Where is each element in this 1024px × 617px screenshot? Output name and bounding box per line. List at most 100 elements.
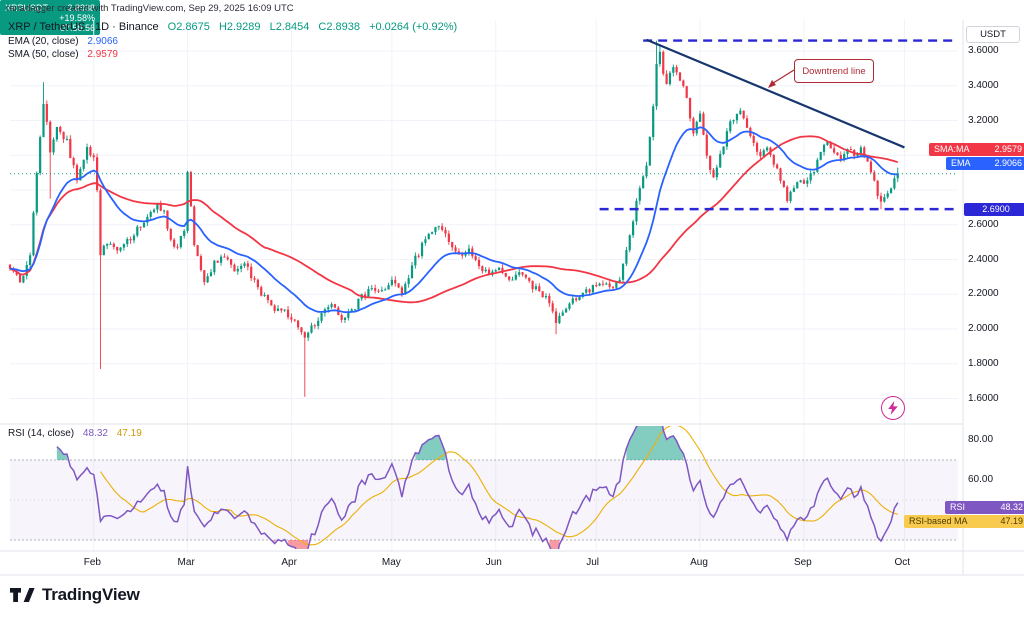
ohlc-open: O2.8675	[167, 21, 210, 33]
time-axis[interactable]: Feb Mar Apr May Jun Jul Aug Sep Oct	[0, 551, 1024, 575]
candle	[487, 269, 491, 275]
candle	[632, 221, 635, 236]
candle	[816, 159, 819, 172]
callout-arrowhead	[768, 80, 776, 88]
candle	[176, 246, 179, 248]
candle	[866, 157, 869, 162]
candle	[585, 289, 588, 293]
downtrend-line[interactable]	[646, 38, 905, 149]
price-scale[interactable]: 3.6000 3.4000 3.2000 2.6000 2.4000 2.2000 2.00…	[963, 20, 1024, 551]
candle	[139, 226, 142, 228]
candle	[99, 190, 102, 256]
candle	[826, 142, 829, 145]
candle	[454, 247, 457, 252]
candle	[477, 259, 481, 267]
candle	[397, 283, 400, 288]
candle	[822, 144, 826, 152]
ohlc-close: C2.8938	[318, 21, 361, 33]
candle	[213, 260, 216, 273]
candle	[715, 167, 718, 178]
price-tick-label: 2.0000	[968, 323, 999, 334]
candle	[219, 256, 223, 263]
flash-button[interactable]	[881, 396, 905, 420]
candle	[598, 283, 601, 286]
rsi-tick-label: 80.00	[968, 434, 994, 445]
candle	[109, 243, 112, 245]
candle	[126, 239, 129, 245]
symbol-title[interactable]: XRP / TetherUS · 1D · Binance	[8, 21, 159, 33]
price-tick-label: 3.4000	[968, 79, 999, 91]
candle	[307, 332, 310, 338]
candle	[85, 147, 89, 160]
candle	[638, 188, 641, 201]
candle	[776, 164, 779, 169]
candle	[538, 286, 541, 292]
candle	[551, 303, 554, 312]
candle	[511, 279, 514, 281]
candle	[149, 211, 152, 217]
ema-label: EMA (20, close)	[8, 36, 79, 47]
candle	[498, 267, 501, 271]
candle	[45, 104, 48, 122]
candle	[514, 274, 517, 280]
rsi-ma-badge-value: 47.19	[1000, 516, 1023, 526]
candle	[404, 283, 407, 295]
candle	[89, 147, 92, 156]
candle	[427, 233, 430, 240]
rsi-tick-label: 60.00	[968, 474, 994, 485]
candle	[658, 51, 661, 64]
candle	[665, 73, 668, 85]
tradingview-logo-text: TradingView	[42, 585, 140, 604]
candle	[82, 159, 85, 169]
candle	[169, 228, 172, 240]
candle	[384, 289, 387, 291]
candle	[263, 294, 266, 296]
candle	[35, 173, 38, 213]
candle	[561, 312, 564, 316]
candle	[605, 283, 608, 285]
candle	[343, 317, 347, 320]
candle	[441, 226, 444, 230]
candle	[394, 279, 397, 284]
candle	[310, 325, 313, 333]
candle	[226, 257, 229, 260]
rsi-legend-row[interactable]: RSI (14, close) 48.32 47.19	[8, 428, 148, 439]
candle	[735, 114, 739, 121]
ohlc-high: H2.9289	[218, 21, 261, 33]
time-axis-label: Feb	[83, 557, 101, 568]
candle	[712, 169, 715, 178]
candle	[203, 270, 206, 283]
candle	[575, 298, 578, 301]
candle	[15, 271, 18, 275]
sma-legend-row[interactable]: SMA (50, close) 2.9579	[8, 49, 124, 60]
candle	[682, 80, 685, 87]
candle	[420, 242, 424, 257]
candle	[236, 268, 239, 272]
sma-value: 2.9579	[87, 49, 118, 60]
ema-legend-row[interactable]: EMA (20, close) 2.9066	[8, 36, 124, 47]
candle	[276, 308, 280, 311]
candle	[819, 151, 822, 160]
candle	[621, 263, 625, 280]
candle	[431, 232, 434, 234]
candle	[246, 263, 249, 267]
candle	[588, 289, 591, 293]
candle	[879, 195, 883, 202]
currency-label[interactable]: USDT	[966, 26, 1020, 43]
candle	[370, 288, 373, 290]
candle	[792, 188, 795, 192]
candle	[568, 303, 571, 309]
downtrend-callout[interactable]: Downtrend line	[794, 59, 874, 83]
candle	[400, 287, 404, 295]
symbol-legend-row[interactable]: XRP / TetherUS · 1D · Binance O2.8675 H2…	[8, 21, 463, 33]
candle	[645, 165, 648, 177]
candle	[18, 274, 22, 283]
candle	[129, 239, 132, 241]
candle	[635, 200, 638, 222]
candle	[843, 153, 846, 160]
candle	[39, 137, 42, 174]
tradingview-logo[interactable]: TradingView	[10, 585, 140, 605]
candle	[206, 276, 209, 283]
